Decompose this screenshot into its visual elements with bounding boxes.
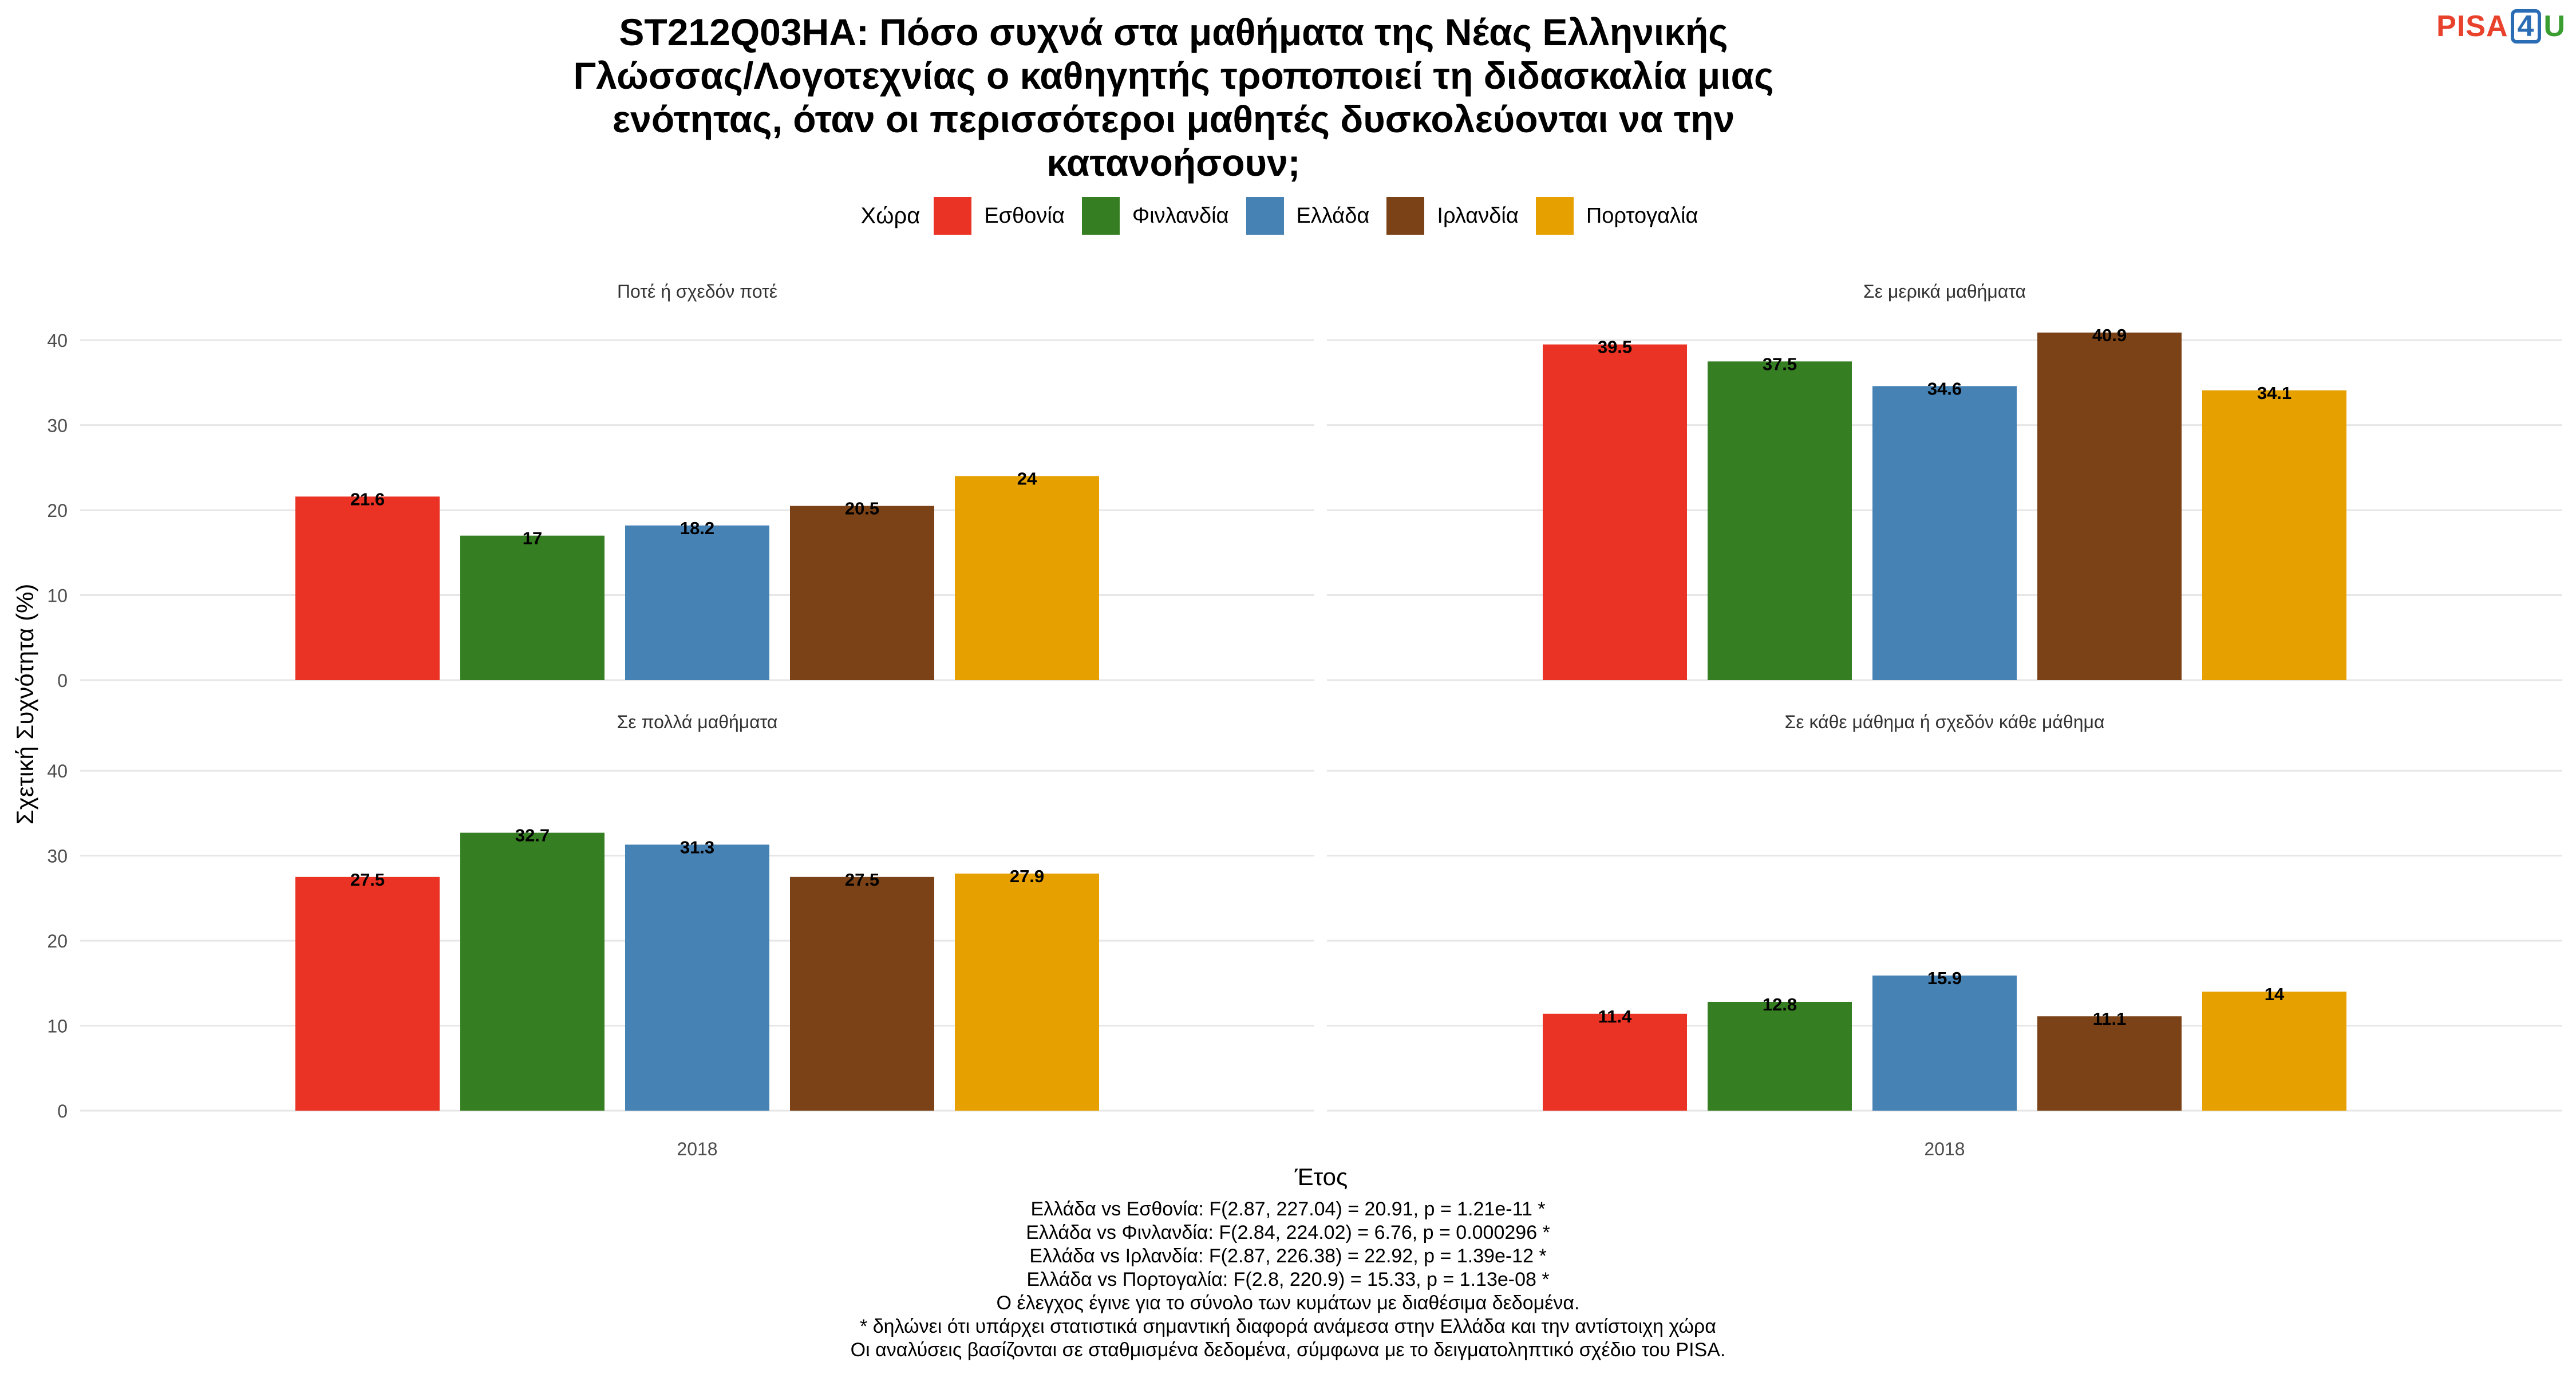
data-label: 31.3 xyxy=(680,837,714,857)
legend-swatch xyxy=(1386,197,1425,235)
legend-item-estonia: Εσθονία xyxy=(934,197,1065,235)
y-tick-label: 30 xyxy=(47,416,68,436)
footer-line: Ο έλεγχος έγινε για το σύνολο των κυμάτω… xyxy=(996,1292,1580,1314)
pisa4u-logo: PISA 4 U xyxy=(2436,9,2566,44)
x-tick-label: 2018 xyxy=(677,1139,717,1159)
data-label: 27.5 xyxy=(350,870,385,890)
footer-line: Ελλάδα vs Εσθονία: F(2.87, 227.04) = 20.… xyxy=(1030,1198,1546,1220)
data-label: 27.9 xyxy=(1010,866,1044,886)
footer-line: Ελλάδα vs Φινλανδία: F(2.84, 224.02) = 6… xyxy=(1026,1222,1550,1243)
bar xyxy=(2037,332,2182,680)
logo-text-four: 4 xyxy=(2510,9,2542,44)
legend-swatch xyxy=(1535,197,1574,235)
y-tick-label: 40 xyxy=(47,761,68,781)
bar xyxy=(295,496,440,680)
bar xyxy=(2202,992,2346,1111)
y-tick-label: 30 xyxy=(47,846,68,867)
legend-swatch xyxy=(934,197,972,235)
bar xyxy=(1543,1013,1687,1111)
y-tick-label: 0 xyxy=(57,1101,68,1122)
bar xyxy=(1708,1001,1852,1111)
legend-swatch xyxy=(1081,197,1120,235)
y-tick-label: 10 xyxy=(47,1016,68,1037)
bar xyxy=(295,876,440,1111)
legend-label: Πορτογαλία xyxy=(1586,203,1698,228)
chart-footer-notes: Ελλάδα vs Εσθονία: F(2.87, 227.04) = 20.… xyxy=(630,1198,1946,1362)
bar xyxy=(1872,386,2017,680)
facet-strip-label: Σε κάθε μάθημα ή σχεδόν κάθε μάθημα xyxy=(1785,712,2105,732)
legend-item-finland: Φινλανδία xyxy=(1081,197,1229,235)
data-label: 12.8 xyxy=(1763,994,1797,1014)
y-tick-label: 20 xyxy=(47,931,68,951)
bar xyxy=(1872,975,2017,1111)
faceted-bar-chart: Ποτέ ή σχεδόν ποτέ 0 10 20 30 40 21.6 17 18.2 20.… xyxy=(11,281,2562,1190)
chart-legend: Χώρα Εσθονία Φινλανδία Ελλάδα Ιρλανδία Π… xyxy=(0,197,2576,235)
data-label: 14 xyxy=(2265,984,2285,1004)
footer-line: Οι αναλύσεις βασίζονται σε σταθμισμένα δ… xyxy=(850,1339,1726,1361)
bar xyxy=(460,535,605,680)
bar xyxy=(1708,361,1852,680)
data-label: 18.2 xyxy=(680,518,714,538)
bar xyxy=(625,525,769,680)
y-tick-label: 40 xyxy=(47,330,68,351)
bar xyxy=(955,476,1099,680)
x-axis-title: Έτος xyxy=(1294,1163,1348,1190)
footer-line: * δηλώνει ότι υπάρχει στατιστικά σημαντι… xyxy=(860,1316,1716,1337)
data-label: 24 xyxy=(1017,469,1037,489)
data-label: 34.1 xyxy=(2257,383,2291,403)
legend-item-portugal: Πορτογαλία xyxy=(1535,197,1698,235)
data-label: 34.6 xyxy=(1927,378,1962,398)
facet-strip-label: Σε μερικά μαθήματα xyxy=(1863,281,2026,302)
legend-label: Εσθονία xyxy=(984,203,1065,228)
data-label: 20.5 xyxy=(845,499,879,519)
logo-text-pisa: PISA xyxy=(2436,10,2508,43)
legend-label: Ιρλανδία xyxy=(1437,203,1519,228)
data-label: 37.5 xyxy=(1763,354,1797,374)
data-label: 11.1 xyxy=(2093,1009,2127,1029)
data-label: 15.9 xyxy=(1927,968,1962,988)
legend-swatch xyxy=(1246,197,1284,235)
bar xyxy=(790,876,934,1111)
legend-item-greece: Ελλάδα xyxy=(1246,197,1370,235)
data-label: 21.6 xyxy=(350,489,385,509)
data-label: 39.5 xyxy=(1598,337,1632,357)
legend-label: Φινλανδία xyxy=(1132,203,1229,228)
y-tick-label: 0 xyxy=(57,670,68,691)
y-axis-title: Σχετική Συχνότητα (%) xyxy=(11,584,38,825)
chart-title: ST212Q03HA: Πόσο συχνά στα μαθήματα της … xyxy=(573,11,1774,184)
legend-label: Ελλάδα xyxy=(1296,203,1370,228)
data-label: 17 xyxy=(523,528,542,548)
facet-strip-label: Ποτέ ή σχεδόν ποτέ xyxy=(617,281,777,302)
legend-item-ireland: Ιρλανδία xyxy=(1386,197,1519,235)
bar xyxy=(1543,344,1687,680)
y-tick-label: 10 xyxy=(47,586,68,606)
bar xyxy=(790,506,934,680)
y-tick-label: 20 xyxy=(47,500,68,521)
bar xyxy=(2202,390,2346,680)
logo-text-u: U xyxy=(2543,10,2566,43)
facet-strip-label: Σε πολλά μαθήματα xyxy=(617,712,778,732)
x-tick-label: 2018 xyxy=(1924,1139,1965,1159)
footer-line: Ελλάδα vs Πορτογαλία: F(2.8, 220.9) = 15… xyxy=(1026,1269,1550,1290)
legend-title: Χώρα xyxy=(860,203,920,228)
data-label: 32.7 xyxy=(515,826,550,846)
bar xyxy=(955,873,1099,1111)
data-label: 40.9 xyxy=(2092,325,2127,345)
footer-line: Ελλάδα vs Ιρλανδία: F(2.87, 226.38) = 22… xyxy=(1029,1245,1547,1267)
bar xyxy=(625,844,769,1111)
data-label: 11.4 xyxy=(1598,1006,1632,1026)
bar xyxy=(2037,1016,2182,1111)
data-label: 27.5 xyxy=(845,870,879,890)
bar xyxy=(460,832,605,1111)
